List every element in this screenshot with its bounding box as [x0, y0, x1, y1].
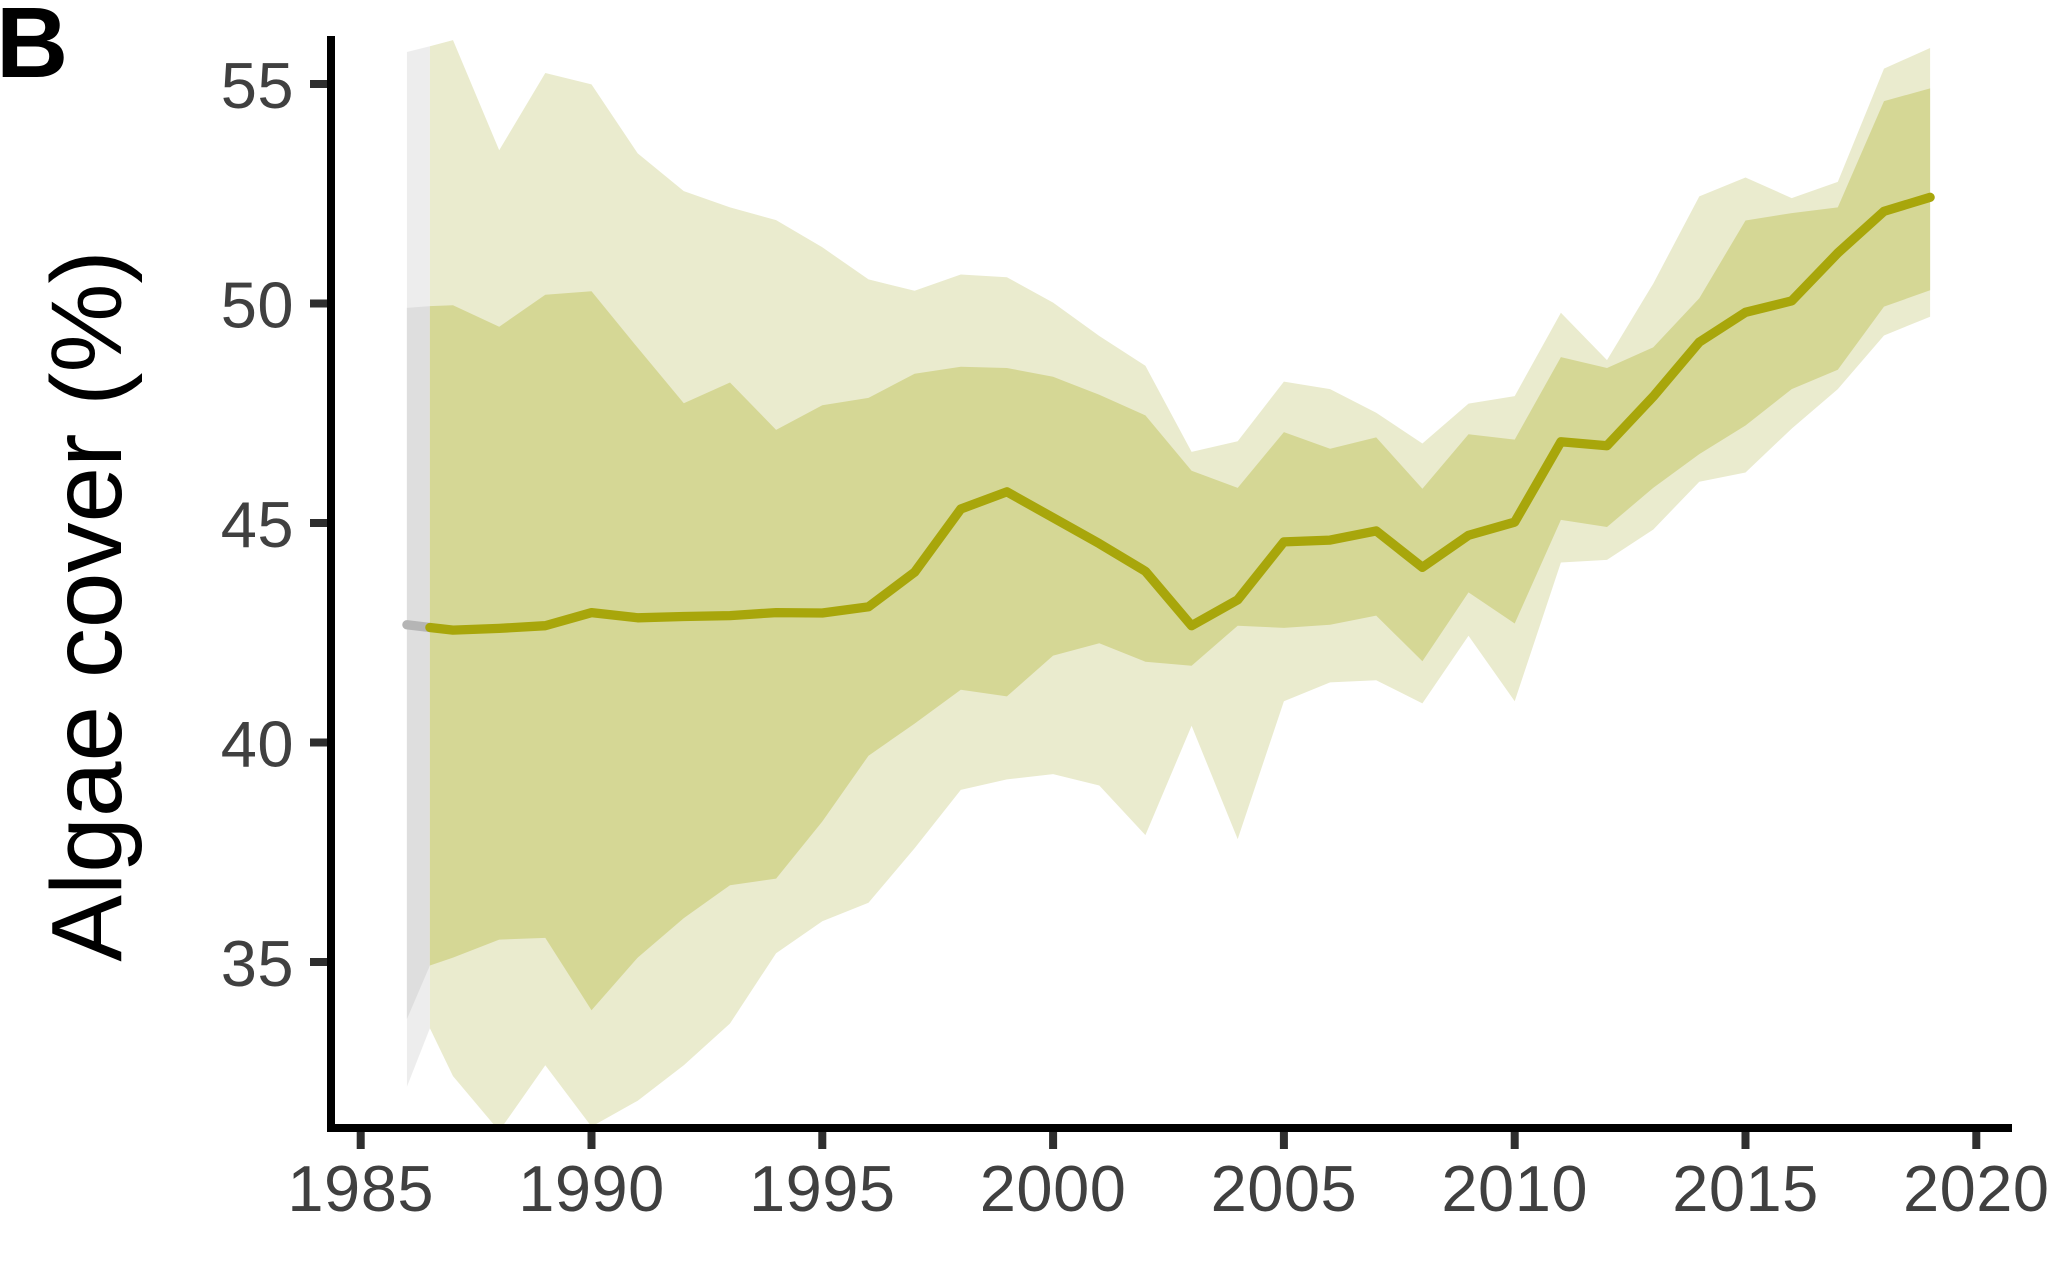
svg-text:50: 50 [221, 269, 294, 342]
svg-text:1995: 1995 [749, 1152, 896, 1225]
svg-text:B: B [0, 0, 68, 99]
svg-text:2020: 2020 [1903, 1152, 2048, 1225]
svg-text:1985: 1985 [287, 1152, 434, 1225]
svg-text:55: 55 [221, 49, 294, 122]
svg-text:35: 35 [221, 927, 294, 1000]
svg-text:45: 45 [221, 488, 294, 561]
svg-text:2015: 2015 [1672, 1152, 1819, 1225]
svg-text:40: 40 [221, 708, 294, 781]
svg-text:1990: 1990 [518, 1152, 665, 1225]
svg-text:Algae cover (%): Algae cover (%) [31, 250, 143, 961]
svg-text:2000: 2000 [980, 1152, 1127, 1225]
svg-text:2005: 2005 [1211, 1152, 1358, 1225]
svg-text:2010: 2010 [1441, 1152, 1588, 1225]
